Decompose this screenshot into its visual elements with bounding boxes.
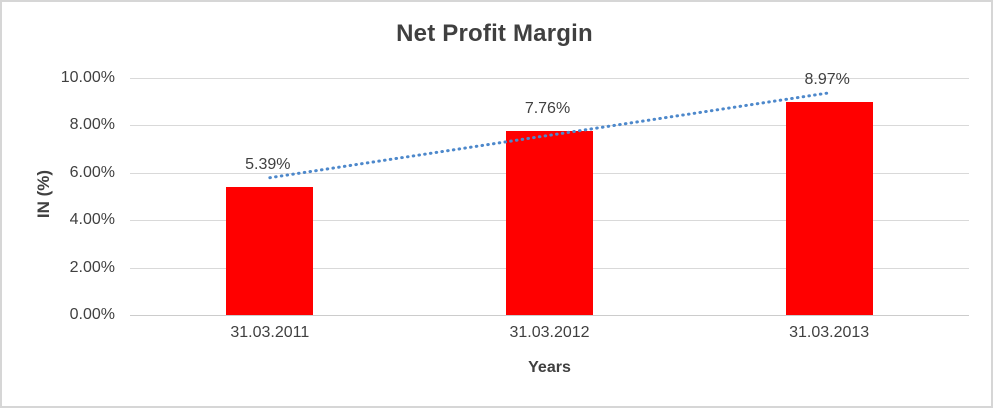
x-tick-label: 31.03.2012 <box>509 324 590 341</box>
y-tick-label: 6.00% <box>69 163 115 181</box>
y-tick-label: 8.00% <box>69 116 115 134</box>
bar-data-label: 5.39% <box>245 156 291 174</box>
plot-area: 5.39% 7.76% 8.97% <box>130 71 969 316</box>
bar-31.03.2011 <box>226 187 314 315</box>
y-tick-label: 0.00% <box>69 306 115 323</box>
bar-data-label: 8.97% <box>804 71 850 89</box>
x-tick-label: 31.03.2011 <box>230 324 310 341</box>
y-axis-title: IN (%) <box>34 169 53 219</box>
gridline <box>130 315 969 316</box>
y-tick-label: 2.00% <box>69 258 115 276</box>
gridline <box>130 78 969 79</box>
y-tick-label: 10.00% <box>60 69 115 86</box>
bar-31.03.2012 <box>506 131 593 315</box>
x-tick-label: 31.03.2013 <box>789 324 870 341</box>
chart-title: Net Profit Margin <box>396 20 593 47</box>
x-axis-title: Years <box>528 359 571 376</box>
y-tick-label: 4.00% <box>69 211 115 229</box>
bar-31.03.2013 <box>785 102 873 315</box>
bar-data-label: 7.76% <box>524 100 571 118</box>
